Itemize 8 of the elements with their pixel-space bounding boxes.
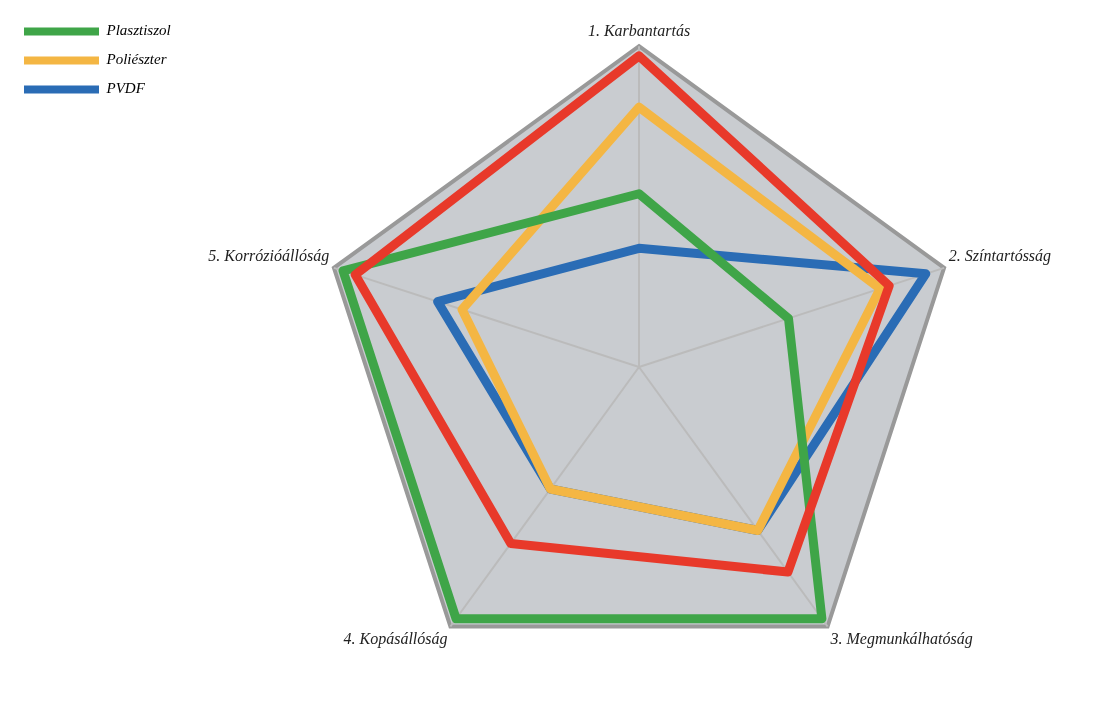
spoke-label: 5. Korrózióállóság bbox=[208, 246, 330, 265]
legend-label: PVDF bbox=[105, 80, 146, 97]
spoke-label: 2. Színtartósság bbox=[948, 246, 1052, 265]
legend-label: Poliészter bbox=[105, 51, 167, 68]
spoke-label: 4. Kopásállóság bbox=[343, 630, 448, 649]
spoke-label: 1. Karbantartás bbox=[587, 21, 691, 39]
legend-label: Plasztiszol bbox=[105, 22, 171, 39]
spoke-label: 3. Megmunkálhatóság bbox=[829, 630, 973, 649]
